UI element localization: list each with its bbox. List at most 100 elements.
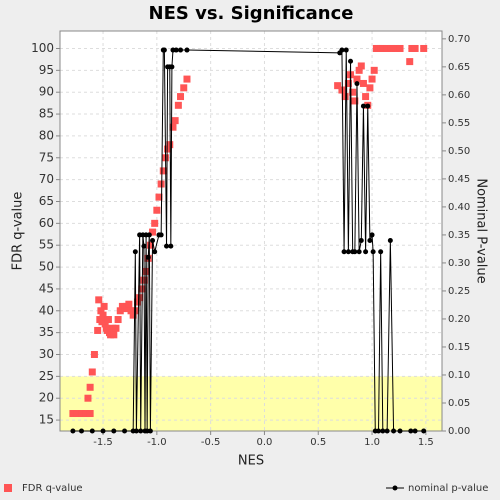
point [343,47,349,53]
point [184,47,190,53]
y2-tick-label: 0.40 [448,202,470,213]
point [84,394,92,402]
point [339,47,345,53]
point [174,101,182,109]
y-tick-label: 50 [39,260,54,274]
y2-tick-label: 0.55 [448,118,470,129]
point [387,44,395,52]
point [387,238,393,244]
point [70,428,76,434]
point [408,428,414,434]
y-tick-label: 70 [39,172,54,186]
x-tick-label: -1.0 [147,437,167,448]
point [406,58,414,66]
point [78,410,86,418]
chart-title: NES vs. Significance [149,3,354,24]
point [411,44,419,52]
point [183,75,191,83]
point [334,82,342,90]
point [368,75,376,83]
x-tick-label: 1.5 [418,437,434,448]
point [349,88,357,96]
point [132,249,138,255]
point [353,75,361,83]
y-axis-label: FDR q-value [11,192,26,271]
point [164,243,170,249]
legend-swatch [4,484,12,492]
point [357,62,365,70]
point [149,228,157,236]
y-tick-label: 30 [39,347,54,361]
y2-tick-label: 0.25 [448,286,470,297]
point [354,81,360,87]
point [161,47,167,53]
point [344,79,352,87]
y-tick-label: 15 [39,413,54,427]
point [363,249,369,255]
point [157,180,165,188]
y2-tick-label: 0.15 [448,342,470,353]
y-tick-label: 60 [39,216,54,230]
point [348,58,354,64]
point [391,428,397,434]
legend-label: FDR q-value [22,483,83,494]
y-tick-label: 25 [39,369,54,383]
point [397,428,403,434]
point [151,219,159,227]
point [380,428,386,434]
y2-axis-label: Nominal P-value [474,178,489,283]
point [171,117,179,125]
y2-tick-label: 0.10 [448,370,470,381]
point [358,238,364,244]
point [173,47,179,53]
y2-tick-label: 0.60 [448,90,470,101]
plot-border [59,30,443,432]
point [153,206,161,214]
y-tick-label: 95 [39,63,54,77]
point [138,428,144,434]
point [351,97,359,105]
point [110,331,118,339]
point [99,311,107,319]
y-tick-label: 85 [39,107,54,121]
point [90,350,98,358]
point [355,66,363,74]
point [396,44,404,52]
y-tick-label: 20 [39,391,54,405]
point [370,249,376,255]
point [168,243,174,249]
point [376,428,382,434]
point [180,84,188,92]
y2-tick-label: 0.70 [448,34,470,45]
x-tick-label: 1.0 [364,437,380,448]
point [100,428,106,434]
point [155,193,163,201]
legend-swatch [392,485,398,491]
point [177,93,185,101]
y-tick-label: 65 [39,194,54,208]
point [86,410,94,418]
point [69,410,77,418]
point [116,307,124,315]
point [101,320,109,328]
point [378,249,384,255]
threshold-band [60,376,442,431]
x-axis-label: NES [238,454,264,469]
y2-tick-label: 0.65 [448,62,470,73]
point [112,324,120,332]
y-tick-label: 55 [39,238,54,252]
point [341,249,347,255]
y2-tick-label: 0.50 [448,146,470,157]
point [125,300,133,308]
y-tick-label: 80 [39,128,54,142]
point [365,103,371,109]
point [360,103,366,109]
point [384,428,390,434]
y2-tick-label: 0.35 [448,230,470,241]
point [114,316,122,324]
x-tick-label: 0.5 [310,437,326,448]
y-tick-label: 90 [39,85,54,99]
point [86,383,94,391]
point [383,44,391,52]
point [345,249,351,255]
